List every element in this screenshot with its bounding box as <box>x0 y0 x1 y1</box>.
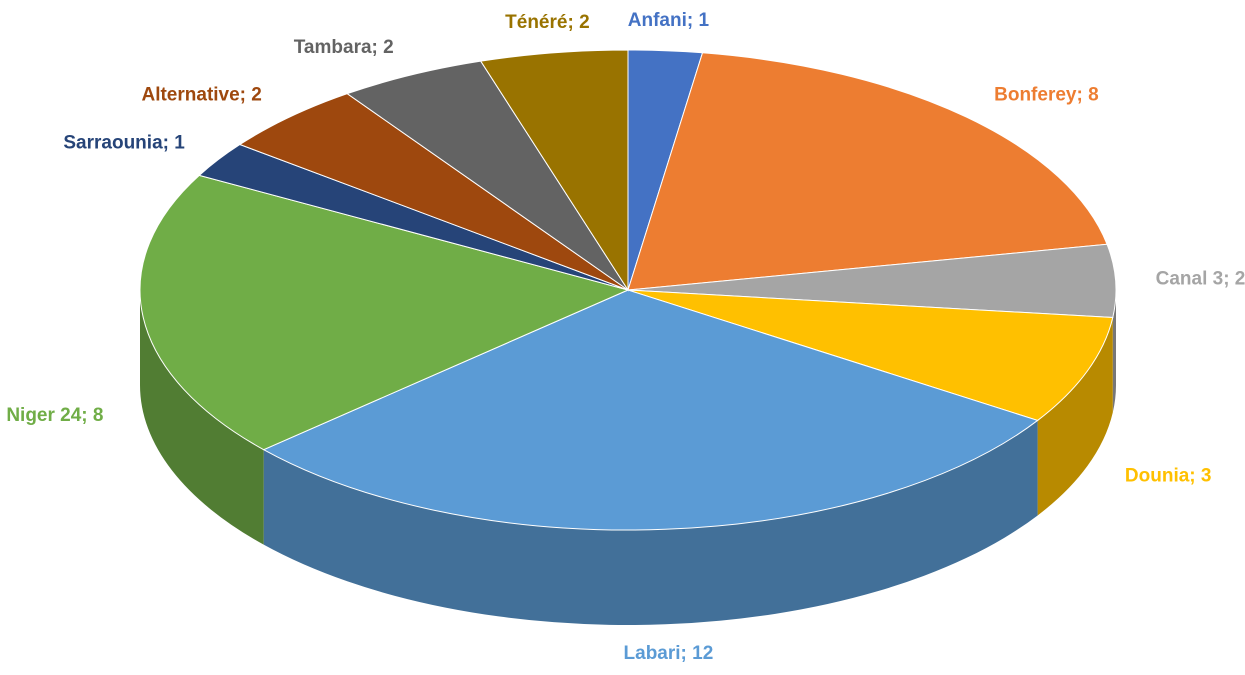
slice <box>262 289 1039 531</box>
data-label: Alternative; 2 <box>141 84 261 105</box>
pie-sides <box>140 290 1116 625</box>
pie-tops <box>139 49 1117 531</box>
data-label: Dounia; 3 <box>1125 465 1212 486</box>
slice <box>479 49 629 292</box>
slice <box>139 174 630 451</box>
data-label: Ténéré; 2 <box>505 12 589 33</box>
slice-side <box>140 290 264 545</box>
data-label: Tambara; 2 <box>294 37 394 58</box>
slice <box>627 52 1108 291</box>
slice-side <box>1037 317 1113 516</box>
data-label: Niger 24; 8 <box>6 405 103 426</box>
slice <box>627 289 1114 422</box>
data-label: Anfani; 1 <box>628 10 710 31</box>
slice <box>627 243 1117 319</box>
slice <box>346 60 629 291</box>
data-label: Labari; 12 <box>624 643 714 664</box>
data-label: Canal 3; 2 <box>1156 269 1245 290</box>
slice <box>238 93 629 291</box>
slice-side <box>1112 290 1116 413</box>
data-label: Sarraounia; 1 <box>63 132 185 153</box>
data-label: Bonferey; 8 <box>994 84 1099 105</box>
slice-side <box>263 420 1038 625</box>
